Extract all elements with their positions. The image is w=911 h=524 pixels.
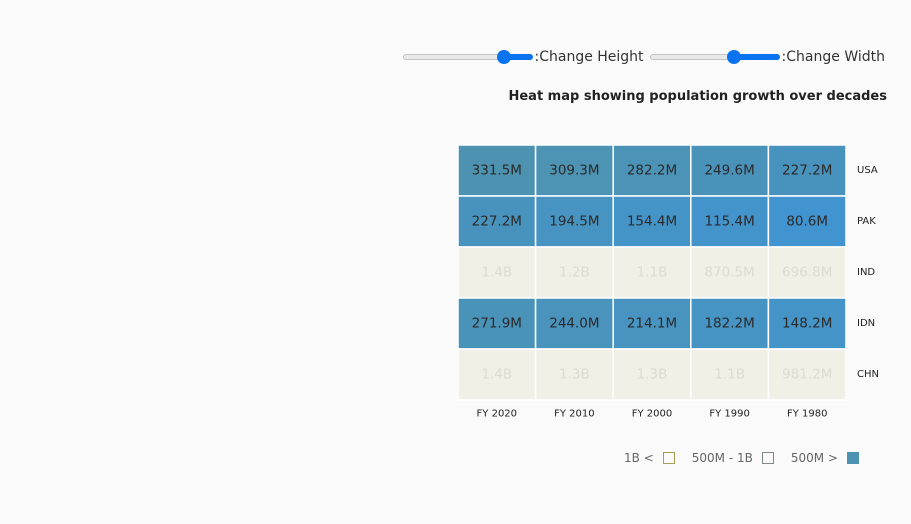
width-slider-label: :Change Width	[781, 49, 885, 65]
legend-swatch	[847, 452, 859, 464]
heatmap-cell[interactable]	[612, 348, 692, 401]
column-label: FY 2010	[554, 409, 595, 420]
column-label: FY 1990	[709, 409, 750, 420]
chart-title: Heat map showing population growth over …	[508, 89, 887, 104]
heatmap-cell-label: 148.2M	[782, 316, 832, 332]
heatmap-cell-label: 227.2M	[472, 214, 522, 230]
heatmap-cell[interactable]	[767, 195, 847, 248]
heatmap-cell[interactable]	[690, 297, 770, 350]
heatmap-cell-label: 227.2M	[782, 163, 832, 179]
heatmap-cell-label: 115.4M	[704, 214, 754, 230]
height-slider[interactable]	[402, 47, 533, 67]
heatmap-cell-label: 154.4M	[627, 214, 677, 230]
row-label: IND	[857, 267, 875, 278]
heatmap-cell[interactable]	[534, 195, 614, 248]
heatmap-cell[interactable]	[457, 195, 537, 248]
heatmap-cell-label: 271.9M	[472, 316, 522, 332]
heatmap-cell-label: 1.3B	[559, 367, 590, 383]
heatmap-cell[interactable]	[534, 348, 614, 401]
width-slider-fill	[734, 54, 780, 60]
heatmap-cell-label: 696.8M	[782, 265, 832, 281]
height-slider-label: :Change Height	[534, 49, 644, 65]
heatmap-cell[interactable]	[457, 297, 537, 350]
row-label: IDN	[857, 318, 875, 329]
heatmap-cell-label: 1.3B	[637, 367, 668, 383]
legend-swatch	[662, 452, 675, 464]
width-slider[interactable]	[649, 47, 780, 67]
heatmap-cell-label: 282.2M	[627, 163, 677, 179]
row-label: CHN	[857, 369, 879, 380]
heatmap-cell[interactable]	[534, 297, 614, 350]
legend-label: 500M - 1B	[691, 451, 753, 465]
heatmap-cell[interactable]	[767, 348, 847, 401]
column-label: FY 1980	[787, 409, 828, 420]
heatmap-cell-label: 194.5M	[549, 214, 599, 230]
heatmap-cell[interactable]	[690, 246, 770, 299]
slider-controls: :Change Height :Change Width	[399, 47, 888, 67]
heatmap-cell-label: 870.5M	[704, 265, 754, 281]
heatmap-cell-label: 981.2M	[782, 367, 832, 383]
width-slider-thumb[interactable]	[727, 50, 742, 64]
height-slider-fill	[503, 54, 533, 60]
legend-item[interactable]: 1B <	[624, 451, 675, 465]
heatmap-cell-label: 244.0M	[549, 316, 599, 332]
heatmap-cell-label: 1.2B	[559, 265, 590, 281]
heatmap-cell[interactable]	[612, 297, 692, 350]
heatmap-cell-label: 182.2M	[704, 316, 754, 332]
heatmap-cell-label: 1.1B	[637, 265, 668, 281]
chart-legend: 1B < 500M - 1B 500M >	[624, 451, 859, 465]
heatmap-cell-label: 214.1M	[627, 316, 677, 332]
row-label: PAK	[857, 216, 876, 227]
legend-swatch	[761, 452, 774, 464]
legend-item[interactable]: 500M - 1B	[692, 451, 774, 465]
height-slider-thumb[interactable]	[496, 50, 511, 64]
legend-item[interactable]: 500M >	[791, 451, 859, 465]
heatmap-cell-label: 1.1B	[714, 367, 745, 383]
heatmap-cell[interactable]	[612, 246, 692, 299]
legend-label: 500M >	[790, 451, 838, 465]
heatmap-cell[interactable]	[767, 297, 847, 350]
heatmap-cell-label: 309.3M	[549, 163, 599, 179]
heatmap-cell-label: 1.4B	[481, 367, 512, 383]
row-label: USA	[857, 165, 878, 176]
heatmap-cell-label: 249.6M	[704, 163, 754, 179]
heatmap-cell[interactable]	[690, 348, 770, 401]
heatmap-cell[interactable]	[457, 348, 537, 401]
heatmap-cell-label: 331.5M	[472, 163, 522, 179]
heatmap-cell[interactable]	[767, 144, 847, 197]
heatmap-cell-label: 1.4B	[481, 265, 512, 281]
heatmap-cell-label: 80.6M	[786, 214, 828, 230]
column-label: FY 2000	[632, 409, 673, 420]
column-label: FY 2020	[477, 409, 518, 420]
legend-label: 1B <	[624, 451, 654, 465]
heatmap-cell[interactable]	[767, 246, 847, 299]
